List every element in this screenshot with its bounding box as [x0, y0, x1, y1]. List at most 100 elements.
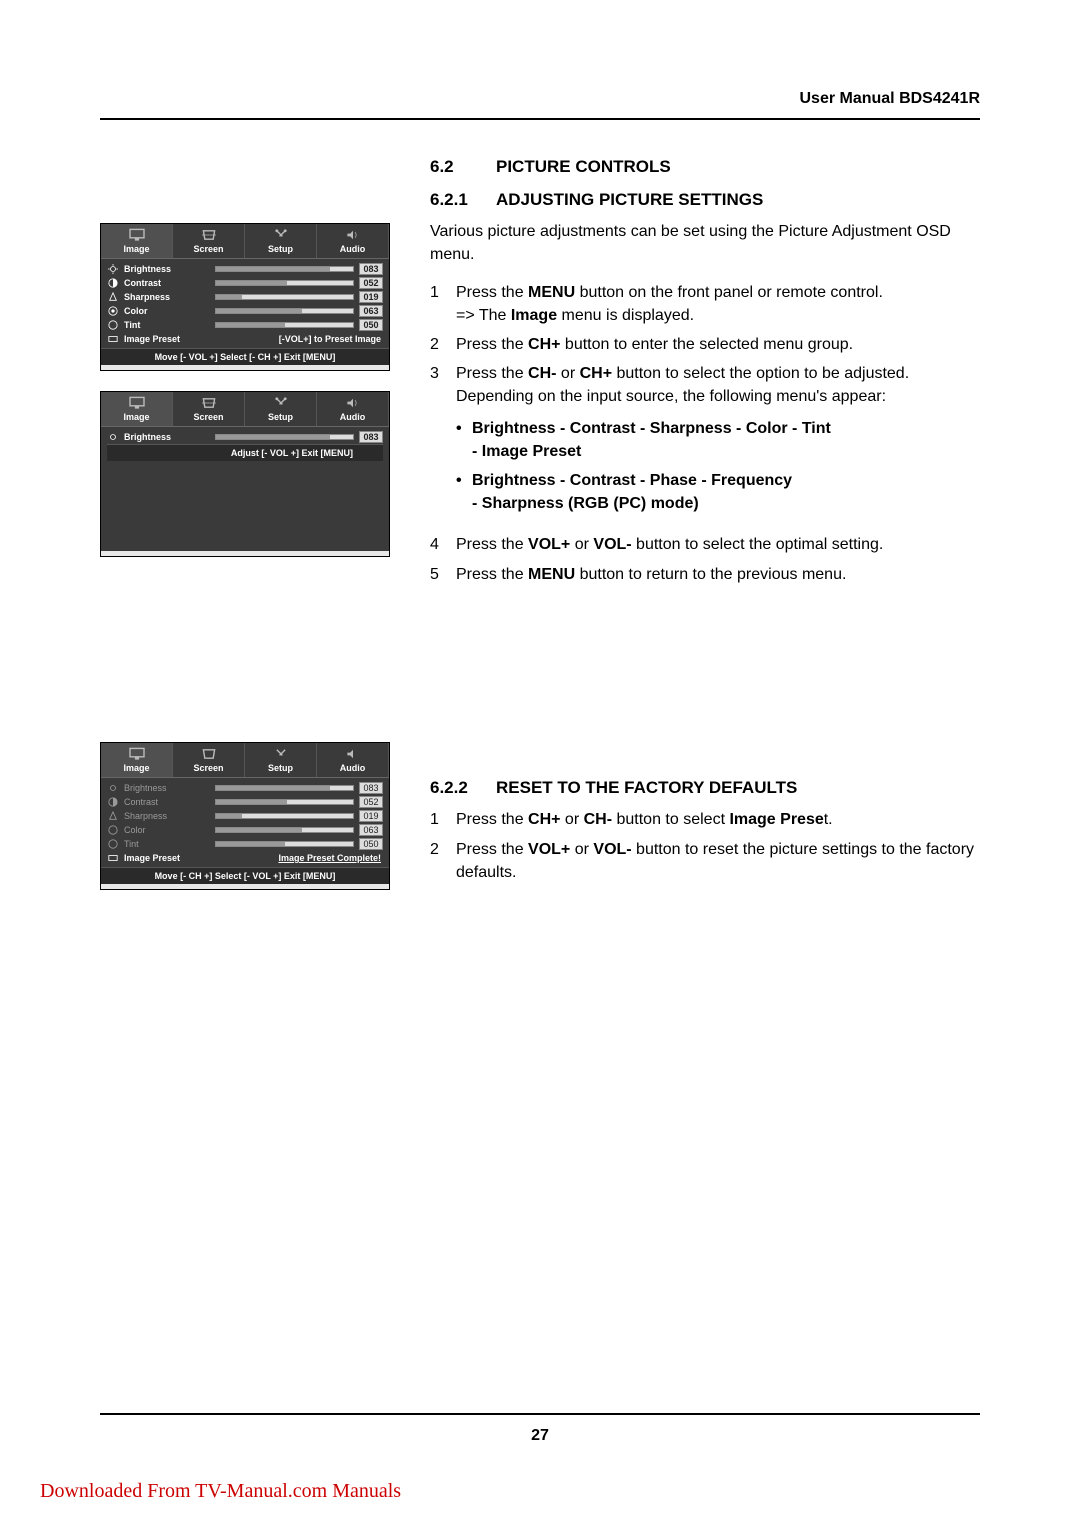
osd-tab-screen: Screen	[173, 743, 245, 777]
osd3-footer: Move [- CH +] Select [- VOL +] Exit [MEN…	[101, 867, 389, 884]
setup-icon	[272, 228, 290, 242]
osd-row: Brightness 083	[107, 262, 383, 276]
osd-slider	[215, 841, 354, 847]
contrast-icon	[107, 278, 119, 288]
osd-row-label: Tint	[124, 320, 210, 330]
t: CH+	[580, 365, 612, 382]
bullet-2: Brightness - Contrast - Phase - Frequenc…	[456, 469, 980, 515]
download-link[interactable]: Downloaded From TV-Manual.com Manuals	[40, 1480, 401, 1503]
steps-list-1: 1 Press the MENU button on the front pan…	[430, 281, 980, 586]
osd-row-label: Sharpness	[124, 292, 210, 302]
t: button to select	[612, 811, 729, 828]
left-column: Image Screen Setup Audio Brigh	[100, 155, 400, 910]
audio-icon	[344, 747, 362, 761]
osd-slider	[215, 280, 354, 286]
osd-tab-label: Image	[123, 412, 149, 422]
step-num: 5	[430, 563, 456, 586]
osd-screenshot-1: Image Screen Setup Audio Brigh	[100, 223, 390, 371]
osd-row: Tint 050	[107, 318, 383, 332]
osd-row-label: Color	[124, 306, 210, 316]
osd-slider-fill	[216, 281, 287, 285]
osd-tab-setup: Setup	[245, 392, 317, 426]
osd2-footer: Adjust [- VOL +] Exit [MENU]	[107, 444, 383, 461]
bullet-text: Brightness - Contrast - Phase - Frequenc…	[472, 469, 792, 515]
t: MENU	[528, 566, 575, 583]
osd-tab-label: Setup	[268, 412, 293, 422]
osd-strip	[101, 551, 389, 556]
osd-tab-label: Image	[123, 244, 149, 254]
t: or	[570, 841, 593, 858]
osd-value: 019	[359, 810, 383, 822]
osd-strip	[101, 884, 389, 889]
osd-tab-setup: Setup	[245, 743, 317, 777]
osd-slider	[215, 308, 354, 314]
osd-slider	[215, 799, 354, 805]
setup-icon	[272, 747, 290, 761]
preset-icon	[107, 334, 119, 344]
t: or	[560, 811, 583, 828]
t: CH+	[528, 336, 560, 353]
brightness-icon	[107, 783, 119, 793]
contrast-icon	[107, 797, 119, 807]
t: or	[570, 536, 593, 553]
osd-tab-label: Audio	[340, 412, 366, 422]
t: button on the front panel or remote cont…	[575, 284, 883, 301]
step-num: 3	[430, 362, 456, 527]
osd-screenshot-3: Image Screen Setup Audio Brigh	[100, 742, 390, 890]
osd-row: Contrast 052	[107, 276, 383, 290]
osd3-body: Brightness 083 Contrast 052 Sharpness 01…	[101, 778, 389, 865]
monitor-icon	[128, 747, 146, 761]
sub-heading-1: 6.2.1 ADJUSTING PICTURE SETTINGS	[430, 188, 980, 213]
bullet-1: Brightness - Contrast - Sharpness - Colo…	[456, 417, 980, 463]
t: or	[556, 365, 579, 382]
osd-row-preset: Image Preset Image Preset Complete!	[107, 851, 383, 865]
t: => The	[456, 307, 511, 324]
step-text: Press the VOL+ or VOL- button to select …	[456, 533, 980, 556]
osd-slider-fill	[216, 814, 242, 818]
screen-icon	[200, 228, 218, 242]
t: Press the	[456, 336, 528, 353]
audio-icon	[344, 228, 362, 242]
step-text: Press the MENU button on the front panel…	[456, 281, 980, 327]
preset-icon	[107, 853, 119, 863]
step-4: 4 Press the VOL+ or VOL- button to selec…	[430, 533, 980, 556]
osd-value: 083	[359, 431, 383, 443]
t: CH-	[584, 811, 612, 828]
osd-tab-label: Audio	[340, 244, 366, 254]
osd-slider	[215, 266, 354, 272]
osd-screenshot-2: Image Screen Setup Audio Brigh	[100, 391, 390, 557]
osd1-footer: Move [- VOL +] Select [- CH +] Exit [MEN…	[101, 348, 389, 365]
t: Press the	[456, 841, 528, 858]
t: VOL-	[593, 841, 631, 858]
osd-tab-label: Screen	[193, 412, 223, 422]
t: menu is displayed.	[557, 307, 694, 324]
osd-slider	[215, 813, 354, 819]
osd-preset-hint: Image Preset Complete!	[215, 853, 383, 863]
osd-row-label: Contrast	[124, 278, 210, 288]
step-2: 2 Press the VOL+ or VOL- button to reset…	[430, 838, 980, 884]
osd-slider	[215, 785, 354, 791]
sub-num: 6.2.2	[430, 776, 472, 801]
page-header: User Manual BDS4241R	[100, 90, 980, 108]
osd-tab-audio: Audio	[317, 743, 389, 777]
brightness-icon	[107, 432, 119, 442]
t: button to return to the previous menu.	[575, 566, 846, 583]
t: CH-	[528, 365, 556, 382]
step-text: Press the MENU button to return to the p…	[456, 563, 980, 586]
content-area: Image Screen Setup Audio Brigh	[100, 155, 980, 910]
osd-value: 083	[359, 782, 383, 794]
bullets: Brightness - Contrast - Sharpness - Colo…	[456, 417, 980, 516]
osd-tab-label: Image	[123, 763, 149, 773]
t: t.	[824, 811, 833, 828]
osd-slider	[215, 434, 354, 440]
osd-slider-fill	[216, 828, 302, 832]
osd-preset-hint: [-VOL+] to Preset Image	[215, 334, 383, 344]
osd-slider-fill	[216, 435, 330, 439]
osd-row-label: Sharpness	[124, 811, 210, 821]
monitor-icon	[128, 228, 146, 242]
audio-icon	[344, 396, 362, 410]
osd-slider-fill	[216, 295, 242, 299]
osd2-body: Brightness 083 Adjust [- VOL +] Exit [ME…	[101, 427, 389, 551]
t: - Sharpness (RGB (PC) mode)	[472, 495, 699, 512]
osd-row-label: Image Preset	[124, 334, 210, 344]
